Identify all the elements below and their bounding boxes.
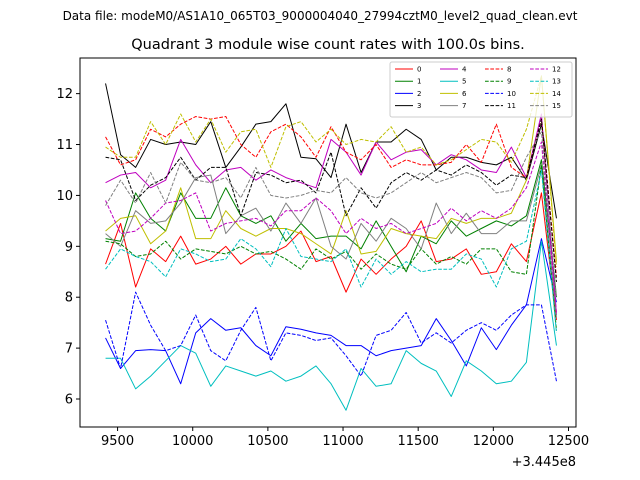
series-line-11: [105, 118, 557, 282]
plot-area: 9500 10000 10500 11000 11500 12000 12500 6 7 8 9 1…: [56, 57, 589, 470]
legend-label-5: 5: [462, 78, 466, 86]
chart-title: Quadrant 3 module wise count rates with …: [131, 37, 525, 53]
y-tick-label: 11: [56, 138, 73, 153]
series-line-8: [105, 116, 557, 277]
y-tick-label: 9: [65, 240, 73, 255]
x-tick-label: 11000: [322, 434, 363, 449]
legend-label-4: 4: [462, 66, 467, 74]
x-tick-label: 12000: [473, 434, 514, 449]
series-line-2: [105, 238, 557, 385]
legend-label-10: 10: [507, 90, 516, 98]
series-line-9: [105, 164, 557, 331]
series-line-13: [105, 169, 557, 333]
series-line-10: [105, 291, 557, 382]
series-line-1: [105, 159, 557, 298]
legend-label-3: 3: [417, 102, 421, 110]
legend-label-1: 1: [417, 78, 421, 86]
series-line-14: [105, 75, 557, 267]
y-tick-label: 12: [56, 87, 73, 102]
legend-label-7: 7: [462, 102, 466, 110]
y-tick-label: 10: [56, 189, 73, 204]
x-tick-label: 10000: [172, 434, 213, 449]
x-tick-label: 9500: [101, 434, 134, 449]
legend-label-0: 0: [417, 66, 421, 74]
series-line-15: [105, 131, 557, 298]
legend-label-14: 14: [552, 90, 561, 98]
y-axis: 6 7 8 9 10 11 12: [56, 87, 80, 408]
legend-label-8: 8: [507, 66, 511, 74]
suptitle: Data file: modeM0/AS1A10_065T03_90000040…: [63, 9, 578, 23]
series-line-4: [105, 113, 557, 316]
y-tick-label: 8: [65, 291, 73, 306]
series-line-0: [105, 192, 557, 321]
axes-frame: [79, 57, 577, 428]
legend-frame: [389, 61, 573, 118]
y-tick-label: 7: [65, 342, 73, 357]
series-line-12: [105, 141, 557, 313]
legend-label-11: 11: [507, 102, 516, 110]
y-tick-label: 6: [65, 393, 73, 408]
series-line-7: [105, 164, 557, 318]
x-offset-label: +3.445e8: [512, 455, 576, 470]
legend-label-6: 6: [462, 90, 467, 98]
x-tick-label: 12500: [548, 434, 589, 449]
x-tick-label: 11500: [398, 434, 439, 449]
legend-label-9: 9: [507, 78, 511, 86]
series-layer: [105, 75, 557, 411]
legend-label-15: 15: [552, 102, 561, 110]
legend-label-2: 2: [417, 90, 421, 98]
x-axis: 9500 10000 10500 11000 11500 12000 12500: [101, 427, 589, 449]
x-tick-label: 10500: [247, 434, 288, 449]
legend-label-12: 12: [552, 66, 561, 74]
legend-label-13: 13: [552, 78, 561, 86]
series-line-6: [105, 75, 557, 262]
